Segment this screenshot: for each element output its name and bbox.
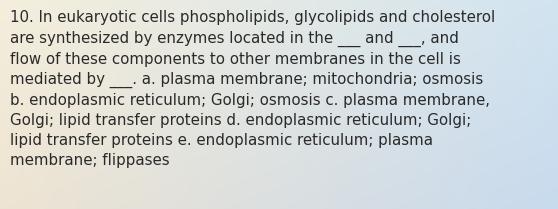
Text: 10. In eukaryotic cells phospholipids, glycolipids and cholesterol
are synthesiz: 10. In eukaryotic cells phospholipids, g… [10,10,496,168]
